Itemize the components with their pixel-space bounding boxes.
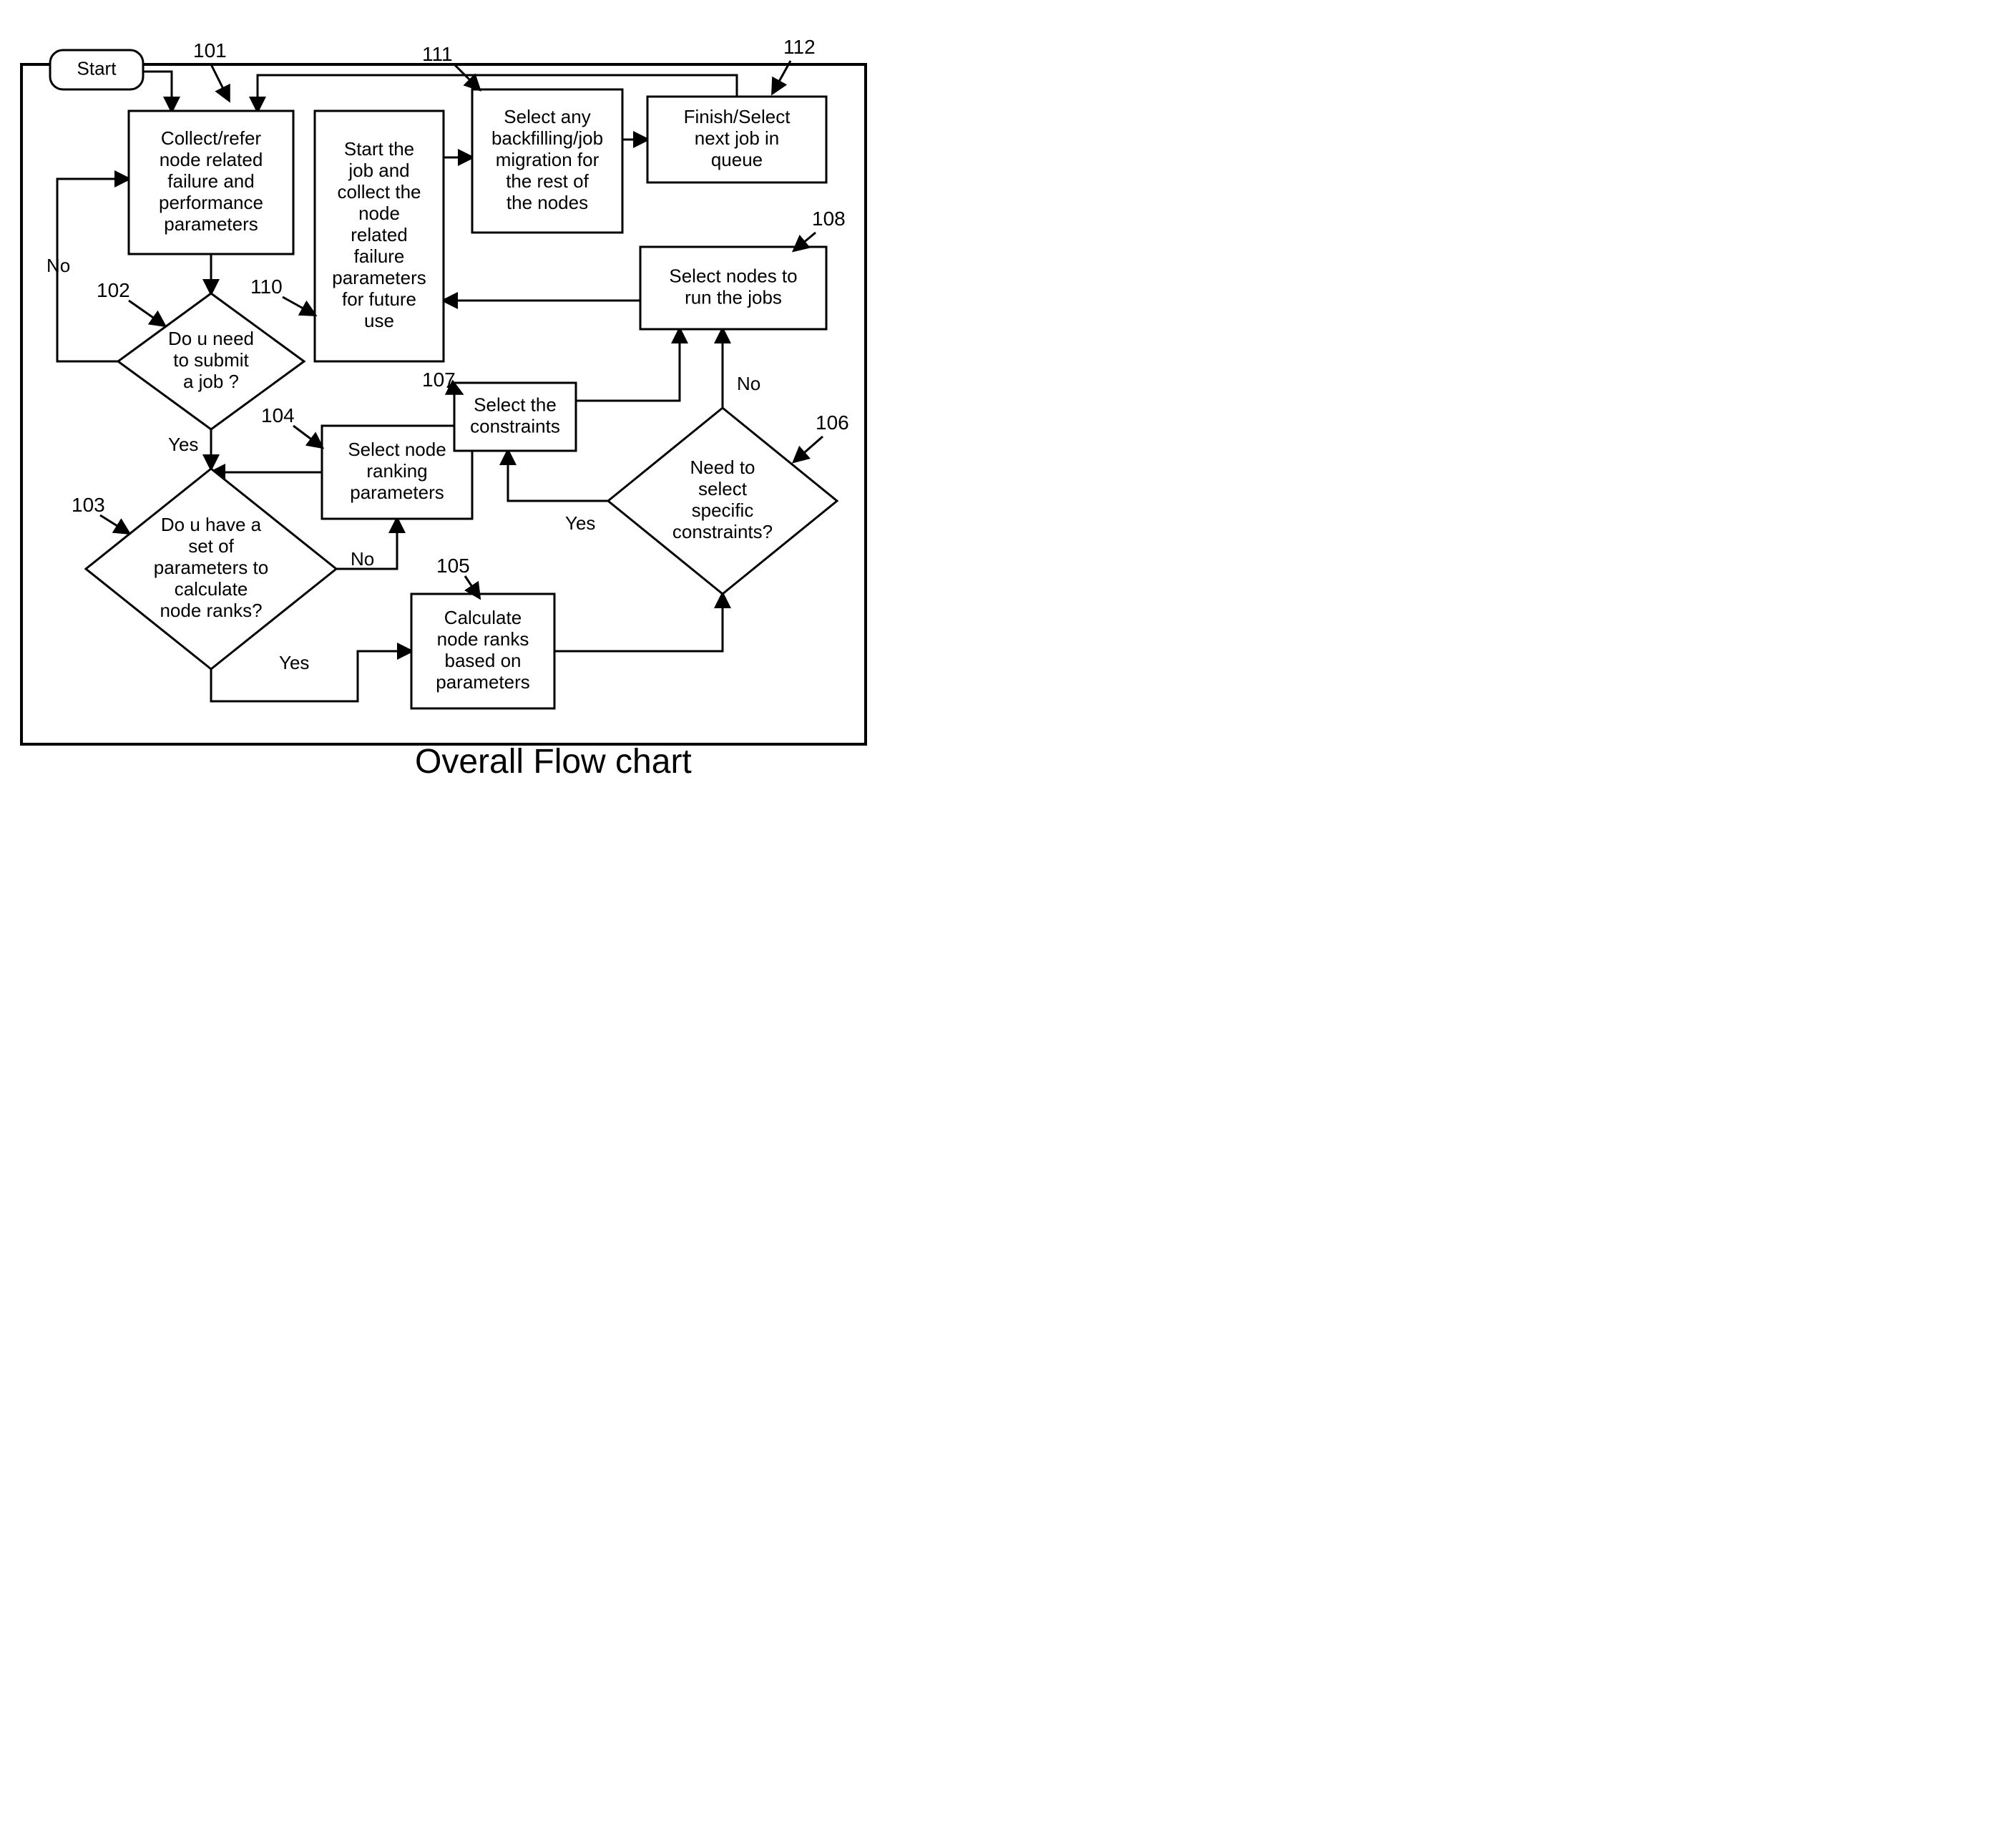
node-n106: Need toselectspecificconstraints? bbox=[608, 408, 837, 594]
node-text-n105: Calculatenode ranksbased onparameters bbox=[436, 607, 530, 693]
edge-106-yes-107 bbox=[508, 451, 608, 501]
node-text-n103: Do u have aset ofparameters tocalculaten… bbox=[154, 514, 268, 621]
node-n105: Calculatenode ranksbased onparameters bbox=[411, 594, 554, 708]
edge-103-yes-105 bbox=[211, 651, 411, 701]
node-text-n101: Collect/refernode relatedfailure andperf… bbox=[159, 127, 263, 235]
ref-arrow-r111 bbox=[454, 64, 479, 89]
ref-label-r102: 102 bbox=[97, 279, 130, 301]
ref-label-r106: 106 bbox=[816, 411, 849, 434]
flowchart-svg: No Yes No Yes Yes No Start Collect/refernode re… bbox=[14, 14, 873, 787]
ref-label-r111: 111 bbox=[422, 43, 453, 65]
edge-label-102-yes-103: Yes bbox=[168, 434, 198, 455]
node-text-start: Start bbox=[77, 57, 117, 79]
ref-arrow-r104 bbox=[293, 426, 322, 447]
edge-label-103-yes-105: Yes bbox=[279, 652, 309, 673]
node-n108: Select nodes torun the jobs bbox=[640, 247, 826, 329]
diagram-title: Overall Flow chart bbox=[415, 743, 692, 781]
ref-arrow-r110 bbox=[283, 297, 315, 315]
ref-label-r112: 112 bbox=[783, 36, 816, 58]
edge-105-106 bbox=[554, 594, 723, 651]
ref-arrow-r101 bbox=[211, 64, 229, 100]
node-text-n111: Select anybackfilling/jobmigration forth… bbox=[491, 106, 603, 213]
node-n107: Select theconstraints bbox=[454, 383, 576, 451]
edge-label-103-no-104: No bbox=[351, 548, 374, 570]
ref-label-r108: 108 bbox=[812, 208, 846, 230]
edge-label-106-no-108: No bbox=[737, 373, 760, 394]
edge-107-108 bbox=[576, 329, 680, 401]
edge-label-106-yes-107: Yes bbox=[565, 512, 595, 534]
ref-label-r103: 103 bbox=[72, 494, 105, 516]
ref-label-r101: 101 bbox=[193, 39, 227, 62]
node-text-n107: Select theconstraints bbox=[470, 394, 560, 437]
ref-label-r104: 104 bbox=[261, 404, 295, 426]
node-n101: Collect/refernode relatedfailure andperf… bbox=[129, 111, 293, 254]
ref-arrow-r102 bbox=[129, 301, 165, 326]
edge-label-102-no-101: No bbox=[47, 255, 70, 276]
node-start: Start bbox=[50, 50, 143, 89]
node-text-n108: Select nodes torun the jobs bbox=[669, 265, 797, 308]
ref-arrow-r103 bbox=[100, 515, 129, 533]
ref-arrow-r106 bbox=[794, 437, 823, 462]
ref-label-r105: 105 bbox=[436, 555, 470, 577]
edge-start-101 bbox=[143, 72, 172, 111]
ref-label-r110: 110 bbox=[250, 275, 283, 298]
node-n104: Select noderankingparameters bbox=[322, 426, 472, 519]
node-n110: Start thejob andcollect thenoderelatedfa… bbox=[315, 111, 444, 361]
node-n112: Finish/Selectnext job inqueue bbox=[647, 97, 826, 182]
node-n111: Select anybackfilling/jobmigration forth… bbox=[472, 89, 622, 233]
node-n103: Do u have aset ofparameters tocalculaten… bbox=[86, 469, 336, 669]
